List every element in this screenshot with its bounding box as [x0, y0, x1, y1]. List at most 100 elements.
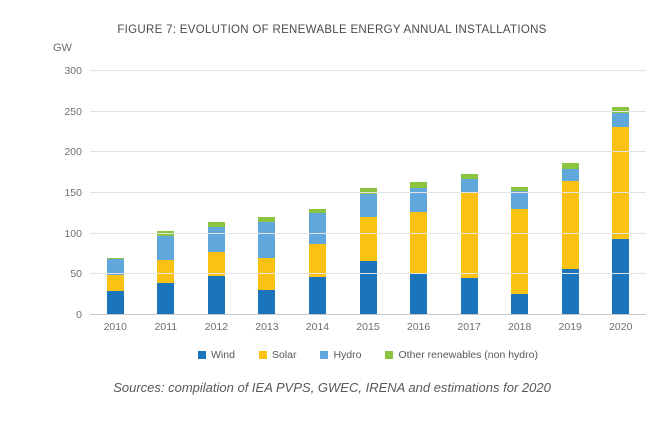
x-tick-label-2012: 2012 — [204, 321, 229, 333]
bar-2013 — [258, 216, 276, 315]
bar-slot-2020 — [595, 71, 646, 315]
bar-segment-other-2012 — [207, 222, 225, 228]
gridline-200 — [90, 151, 646, 153]
bar-segment-wind-2013 — [258, 289, 276, 315]
bar-2010 — [106, 258, 124, 315]
x-tick-label-2015: 2015 — [356, 321, 380, 333]
bar-slot-2013 — [242, 71, 293, 315]
bar-segment-wind-2015 — [359, 261, 377, 315]
legend-item-other: Other renewables (non hydro) — [385, 349, 538, 361]
y-tick-label-100: 100 — [64, 227, 82, 240]
bar-segment-other-2010 — [106, 258, 124, 259]
bar-segment-wind-2014 — [308, 276, 326, 315]
gridline-150 — [90, 192, 646, 193]
bar-segment-hydro-2019 — [561, 169, 579, 181]
bar-slot-2017 — [444, 71, 495, 315]
bar-2012 — [207, 222, 225, 315]
bar-segment-hydro-2016 — [410, 188, 428, 212]
legend-label-solar: Solar — [271, 349, 297, 361]
gridline-250 — [90, 110, 646, 112]
bar-segment-hydro-2020 — [612, 112, 630, 128]
bar-slot-2015 — [343, 71, 394, 315]
bar-segment-hydro-2017 — [460, 179, 478, 194]
bar-2011 — [157, 231, 175, 315]
bar-segment-other-2019 — [561, 162, 579, 170]
bar-segment-wind-2019 — [561, 268, 579, 315]
y-tick-label-150: 150 — [64, 187, 82, 199]
legend-item-hydro: Hydro — [320, 349, 361, 361]
bar-segment-other-2014 — [308, 209, 326, 214]
legend-swatch-solar — [258, 351, 267, 359]
bar-segment-wind-2017 — [460, 278, 478, 315]
x-tick-label-2020: 2020 — [609, 321, 633, 333]
bar-segment-solar-2019 — [561, 180, 579, 269]
y-tick-label-250: 250 — [64, 105, 82, 118]
bar-segment-solar-2010 — [106, 275, 124, 291]
bar-segment-solar-2017 — [460, 193, 478, 279]
bar-segment-solar-2020 — [612, 127, 630, 240]
y-axis: 0 50 100 150 200 250 300 — [40, 65, 82, 321]
legend-item-wind: Wind — [198, 349, 235, 361]
legend-swatch-wind — [198, 351, 207, 359]
bar-segment-other-2016 — [410, 182, 428, 189]
x-tick-label-2018: 2018 — [507, 321, 532, 333]
bar-2015 — [359, 188, 377, 315]
bar-segment-wind-2020 — [612, 239, 630, 315]
bar-segment-solar-2016 — [410, 211, 428, 275]
bar-slot-2010 — [90, 71, 141, 315]
legend-swatch-hydro — [320, 351, 329, 359]
gridline-100 — [90, 232, 646, 234]
bar-slot-2018 — [494, 71, 545, 315]
x-tick-label-2016: 2016 — [406, 321, 431, 333]
legend: Wind Solar Hydro Other renewables (non hydr… — [90, 349, 646, 361]
bar-segment-solar-2012 — [207, 251, 225, 276]
bar-segment-other-2018 — [511, 186, 529, 192]
y-tick-label-0: 0 — [76, 309, 82, 321]
bar-segment-other-2015 — [359, 188, 377, 194]
bar-segment-solar-2014 — [308, 243, 326, 277]
legend-label-hydro: Hydro — [333, 349, 362, 361]
legend-item-solar: Solar — [258, 349, 297, 361]
bar-2019 — [561, 162, 579, 315]
bar-segment-hydro-2012 — [207, 227, 225, 252]
bar-segment-wind-2011 — [157, 283, 175, 315]
bar-slot-2016 — [393, 71, 444, 315]
legend-label-other: Other renewables (non hydro) — [398, 349, 538, 361]
bar-segment-hydro-2014 — [308, 213, 326, 244]
gridline-300 — [90, 70, 646, 71]
bar-segment-solar-2018 — [511, 209, 529, 294]
bar-slot-2019 — [545, 71, 596, 315]
bar-segment-solar-2015 — [359, 217, 377, 262]
chart-title: FIGURE 7: EVOLUTION OF RENEWABLE ENERGY … — [117, 24, 547, 36]
bar-segment-solar-2011 — [157, 259, 175, 284]
bar-segment-other-2013 — [258, 216, 276, 222]
bar-2017 — [460, 174, 478, 315]
y-tick-label-50: 50 — [70, 268, 82, 281]
bar-segment-hydro-2018 — [511, 191, 529, 210]
x-axis: 2010 2011 2012 2013 2014 2015 2016 2017 2018 2019… — [90, 321, 646, 333]
x-tick-label-2019: 2019 — [558, 321, 582, 333]
bar-segment-hydro-2010 — [106, 258, 124, 276]
bar-segment-wind-2018 — [511, 293, 529, 315]
bar-slot-2012 — [191, 71, 242, 315]
gridline-0 — [90, 314, 646, 315]
bar-slot-2011 — [141, 71, 192, 315]
legend-swatch-other — [385, 351, 394, 359]
bar-slot-2014 — [292, 71, 343, 315]
plot-area — [90, 70, 646, 315]
bar-segment-other-2020 — [612, 106, 630, 113]
bar-2018 — [511, 186, 529, 315]
legend-label-wind: Wind — [211, 349, 235, 361]
x-tick-label-2017: 2017 — [457, 321, 481, 333]
bar-segment-wind-2010 — [106, 290, 124, 315]
source-note: Sources: compilation of IEA PVPS, GWEC, … — [113, 380, 551, 395]
bar-segment-wind-2016 — [410, 274, 428, 315]
y-tick-label-200: 200 — [64, 146, 82, 159]
y-tick-label-300: 300 — [64, 65, 82, 77]
bar-segment-hydro-2011 — [157, 236, 175, 260]
y-axis-unit-label: GW — [53, 42, 72, 54]
bar-segment-other-2017 — [460, 174, 478, 180]
bar-2020 — [612, 106, 630, 315]
x-tick-label-2011: 2011 — [154, 321, 178, 333]
